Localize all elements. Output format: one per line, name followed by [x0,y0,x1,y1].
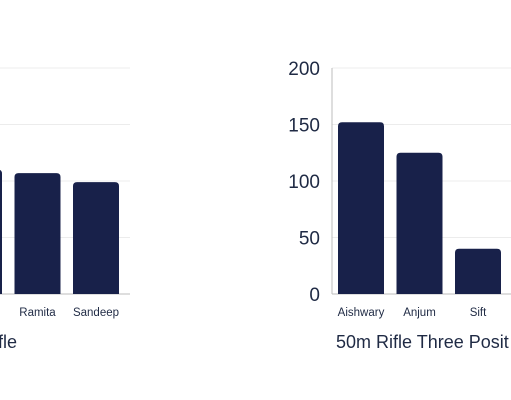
bar-aishwary [338,122,384,295]
y-tick-label: 50 [299,229,320,250]
chart-title-left: ir Rifle [0,332,17,352]
x-tick-label: Aishwary [338,307,385,319]
x-tick-label: Sandeep [73,307,119,319]
bar-ramita [14,173,61,294]
y-tick-label: 200 [288,59,320,80]
chart-title-right: 50m Rifle Three Posit [336,332,509,352]
bar-anjum [396,152,443,294]
y-tick-label: 100 [288,172,320,193]
y-tick-label: 0 [309,285,320,306]
x-tick-label: Sift [470,307,487,319]
x-tick-label: Ramita [19,307,56,319]
chart-1: 0 50 100 150 200 Aishwary Anjum Sift [288,59,511,319]
x-tick-label: Anjum [403,307,436,319]
bar-sandeep [73,182,119,294]
bar-sift [455,248,501,294]
bar-l [0,170,2,294]
chart-0: lRamitaSandeep [0,67,130,319]
y-tick-label: 150 [288,116,320,137]
